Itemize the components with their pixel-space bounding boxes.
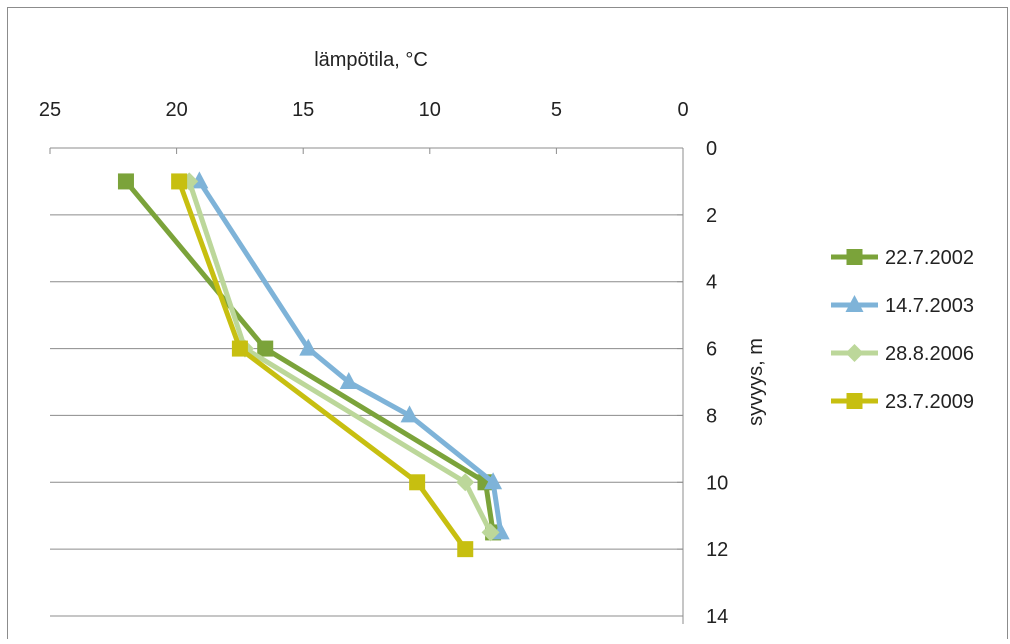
data-point [257, 340, 274, 357]
legend-label: 14.7.2003 [885, 295, 974, 317]
legend-item: 22.7.2002 [831, 247, 974, 269]
legend-swatch-marker [845, 344, 864, 362]
x-axis-title: lämpötila, °C [314, 49, 428, 71]
legend-item: 28.8.2006 [831, 343, 974, 365]
legend-swatch-marker [846, 249, 863, 265]
y-tick-label: 6 [706, 339, 717, 361]
y-tick-label: 4 [706, 272, 717, 294]
data-point [400, 405, 419, 423]
data-point [484, 472, 503, 490]
x-tick-label: 10 [419, 99, 441, 121]
x-tick-label: 0 [677, 99, 688, 121]
y-axis-title: syvyys, m [745, 338, 767, 426]
series-line [124, 179, 496, 533]
data-point [456, 473, 475, 492]
y-tick-label: 12 [706, 539, 728, 561]
x-tick-label: 25 [39, 99, 61, 121]
legend-swatch-marker [845, 295, 864, 312]
y-tick-label: 2 [706, 205, 717, 227]
data-point [117, 173, 134, 190]
data-point [231, 340, 248, 357]
x-tick-label: 20 [165, 99, 187, 121]
chart-border [7, 7, 1008, 644]
legend-label: 22.7.2002 [885, 247, 974, 269]
series-line [197, 180, 504, 533]
legend-item: 14.7.2003 [831, 295, 974, 317]
y-tick-label: 14 [706, 606, 728, 628]
axis-layer: 25 20 15 10 5 00 2 4 6 8 10 12 14 [39, 99, 728, 628]
series-line [186, 180, 493, 534]
data-point [339, 372, 358, 389]
legend: 22.7.2002 14.7.2003 28.8.2006 23.7.2009 [831, 247, 974, 413]
data-point [299, 338, 318, 356]
y-tick-label: 8 [706, 405, 717, 427]
data-point [409, 474, 426, 491]
series-line [176, 180, 468, 551]
grid-layer [50, 214, 683, 617]
data-point [457, 541, 474, 558]
legend-label: 28.8.2006 [885, 343, 974, 365]
x-tick-label: 5 [551, 99, 562, 121]
y-tick-label: 10 [706, 472, 728, 494]
legend-label: 23.7.2009 [885, 391, 974, 413]
legend-item: 23.7.2009 [831, 391, 974, 413]
legend-swatch-marker [846, 393, 863, 409]
data-point [481, 523, 500, 542]
x-tick-label: 15 [292, 99, 314, 121]
series-layer [117, 171, 510, 558]
y-tick-label: 0 [706, 138, 717, 160]
data-point [171, 173, 188, 190]
